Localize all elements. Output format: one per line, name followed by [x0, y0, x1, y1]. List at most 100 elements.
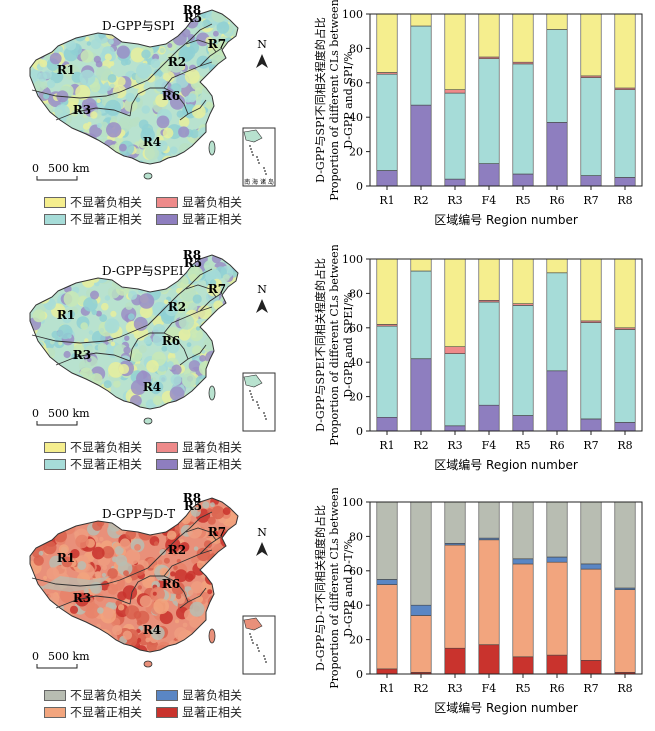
- map-texture-dot: [222, 274, 230, 282]
- region-label-r8: R8: [183, 491, 201, 505]
- map-texture-dot: [215, 340, 230, 355]
- map-texture-dot: [91, 143, 101, 153]
- map-texture-dot: [146, 640, 159, 652]
- map-texture-dot: [105, 148, 112, 154]
- inset-island-dot: [256, 156, 258, 158]
- map-texture-dot: [161, 345, 168, 352]
- map-texture-dot: [45, 132, 55, 142]
- map-texture-dot: [102, 608, 114, 619]
- map-texture-dot: [187, 34, 195, 42]
- map-texture-dot: [113, 380, 121, 388]
- map-texture-dot: [178, 47, 194, 62]
- map-texture-dot: [228, 159, 237, 164]
- map-texture-dot: [233, 307, 238, 317]
- map-texture-dot: [86, 14, 100, 28]
- y-tick-label: 0: [356, 668, 363, 681]
- region-boundary: [55, 595, 131, 609]
- map-texture-dot: [67, 263, 77, 273]
- map-texture-dot: [38, 121, 49, 133]
- map-texture-dot: [236, 299, 238, 306]
- map-texture-dot: [144, 521, 156, 532]
- map-texture-dot: [50, 386, 66, 402]
- map-texture-dot: [87, 267, 92, 272]
- map-texture-dot: [123, 570, 129, 576]
- x-tick-label: R5: [515, 439, 530, 452]
- map-texture-dot: [34, 268, 41, 274]
- map-texture-dot: [96, 623, 101, 629]
- map-texture-dot: [159, 47, 165, 54]
- y-tick-label: 20: [349, 146, 363, 159]
- map-texture-dot: [220, 102, 230, 112]
- legend-label: 不显著负相关: [70, 440, 143, 455]
- map-texture-dot: [198, 643, 212, 652]
- map-texture-dot: [171, 581, 185, 595]
- map-texture-dot: [206, 324, 211, 329]
- map-texture-dot: [225, 67, 233, 75]
- map-texture-dot: [230, 642, 238, 652]
- map-texture-dot: [129, 348, 143, 362]
- map-texture-dot: [47, 523, 59, 535]
- map-texture-dot: [146, 360, 159, 373]
- map-texture-dot: [41, 255, 57, 270]
- map-texture-dot: [235, 499, 238, 505]
- map-texture-dot: [31, 622, 40, 631]
- map-texture-dot: [221, 619, 236, 634]
- map-texture-dot: [141, 105, 150, 114]
- map-texture-dot: [90, 111, 98, 119]
- inset-island-dot: [257, 404, 259, 406]
- map-texture-dot: [229, 150, 236, 158]
- map-texture-dot: [74, 644, 80, 649]
- region-boundary: [55, 107, 131, 121]
- map-texture-dot: [89, 81, 101, 93]
- region-label-r3: R3: [73, 591, 91, 605]
- y-axis-label: Proportion of different CLs between: [328, 488, 341, 689]
- map-texture-dot: [175, 619, 179, 624]
- map-texture-dot: [30, 32, 38, 47]
- bar-segment: [512, 501, 534, 560]
- map-texture-dot: [110, 341, 116, 347]
- map-texture-dot: [30, 18, 36, 24]
- map-texture-dot: [63, 291, 80, 307]
- map-texture-dot: [104, 10, 116, 18]
- bar-segment: [478, 404, 500, 432]
- map-texture-dot: [232, 37, 238, 52]
- map-texture-dot: [39, 270, 47, 278]
- map-texture-dot: [229, 572, 238, 587]
- map-texture-dot: [229, 313, 238, 325]
- map-texture-dot: [38, 513, 48, 523]
- inset-island-dot: [250, 148, 252, 150]
- map-texture-dot: [139, 595, 152, 608]
- map-texture-dot: [83, 297, 98, 312]
- map-texture-dot: [157, 559, 163, 565]
- bar-segment: [410, 13, 432, 27]
- map-texture-dot: [62, 313, 72, 324]
- map-texture-dot: [33, 372, 45, 384]
- map-texture-dot: [216, 625, 226, 635]
- y-tick-label: 40: [349, 356, 363, 369]
- map-texture-dot: [45, 620, 51, 625]
- map-texture-dot: [81, 261, 88, 268]
- map-texture-dot: [32, 354, 39, 361]
- map-texture-dot: [141, 523, 151, 532]
- map-texture-dot: [83, 397, 91, 404]
- map-texture-dot: [212, 112, 218, 118]
- map-texture-dot: [93, 24, 101, 32]
- map-texture-dot: [221, 553, 235, 567]
- map-texture-dot: [156, 641, 172, 652]
- map-texture-dot: [58, 341, 63, 346]
- map-texture-dot: [182, 622, 188, 628]
- china-map: R1 R2 R3 R4 R5 R6 R7 R8 D-GPP与SPI N 0 500 km 南 海 诸 岛: [29, 3, 276, 187]
- map-texture-dot: [128, 313, 135, 320]
- map-texture-dot: [41, 619, 46, 624]
- map-texture-dot: [30, 357, 36, 366]
- region-boundary: [147, 268, 213, 326]
- map-texture-dot: [42, 16, 56, 30]
- map-texture-dot: [123, 346, 131, 354]
- scale-bar: 0 500 km: [32, 407, 90, 426]
- region-label-r6: R6: [162, 577, 180, 591]
- y-tick-label: 40: [349, 111, 363, 124]
- map-texture-dot: [125, 302, 133, 310]
- map-texture-dot: [44, 522, 59, 537]
- map-texture-dot: [87, 357, 92, 363]
- map-texture-dot: [35, 623, 42, 630]
